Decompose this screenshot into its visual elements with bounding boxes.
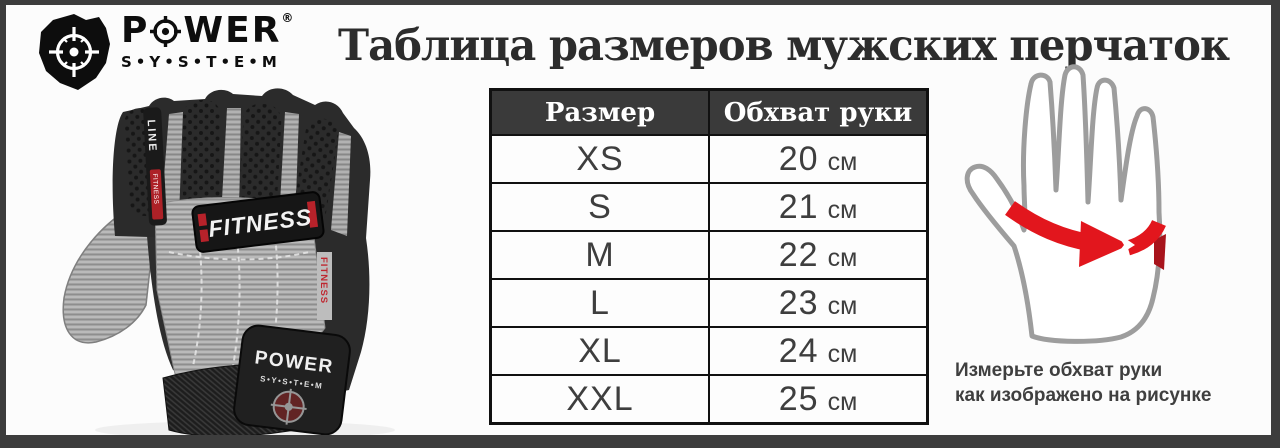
brand-wordmark: P WER ® S•Y•S•T•E•M xyxy=(121,10,296,71)
circumference-column-header: Обхват руки xyxy=(708,88,929,136)
table-row: L 23 см xyxy=(489,278,929,328)
unit: см xyxy=(827,387,858,416)
size-cell: M xyxy=(489,230,710,280)
brand-shield-icon xyxy=(39,14,110,90)
wrist-brand-patch: POWER S•Y•S•T•E•M xyxy=(233,324,351,436)
brand-o-target-icon xyxy=(150,15,182,47)
size-cell: XS xyxy=(489,134,710,184)
brand-logo: P WER ® S•Y•S•T•E•M xyxy=(36,10,296,92)
unit: см xyxy=(827,243,858,272)
circumference-cell: 20 см xyxy=(708,134,929,184)
value: 24 xyxy=(778,331,819,370)
brand-name-p: P xyxy=(121,10,150,51)
table-row: XXL 25 см xyxy=(489,374,929,425)
band-fold xyxy=(1154,234,1166,270)
table-row: XL 24 см xyxy=(489,326,929,376)
unit: см xyxy=(827,195,858,224)
crosshair-center-dot xyxy=(69,47,79,57)
value: 23 xyxy=(778,283,819,322)
table-header-row: Размер Обхват руки xyxy=(489,88,929,136)
circumference-cell: 24 см xyxy=(708,326,929,376)
arrow-notch xyxy=(1114,232,1135,258)
crosshair-target xyxy=(49,27,99,77)
side-tag-label: FITNESS xyxy=(318,257,329,304)
frame-left xyxy=(0,0,6,448)
fitness-patch: FITNESS xyxy=(191,191,325,253)
line-tag: LINE FITNESS xyxy=(143,107,167,226)
measure-band-arrow xyxy=(1005,201,1166,270)
instruction-line-2: как изображено на рисунке xyxy=(955,385,1212,406)
frame-bottom xyxy=(0,435,1280,448)
hand-outline xyxy=(964,64,1163,344)
value: 22 xyxy=(778,235,819,274)
arrowhead-icon xyxy=(1079,221,1129,267)
instruction-line-1: Измерьте обхват руки xyxy=(955,360,1163,381)
circumference-cell: 21 см xyxy=(708,182,929,232)
glove-photo: FITNESS FITNESS LINE FITNESS POWER S•Y•S… xyxy=(62,88,395,439)
unit: см xyxy=(827,339,858,368)
measure-instruction: Измерьте обхват руки как изображено на р… xyxy=(955,358,1265,408)
line-tag-label: LINE xyxy=(145,119,159,153)
page-title: Таблица размеров мужских перчаток xyxy=(338,21,1230,71)
table-row: XS 20 см xyxy=(489,134,929,184)
patch-shield-emblem xyxy=(270,388,307,425)
unit: см xyxy=(827,147,858,176)
value: 20 xyxy=(778,139,819,178)
size-cell: XXL xyxy=(489,374,710,425)
size-table: Размер Обхват руки XS 20 см S 21 см M 22 см… xyxy=(489,88,929,425)
value: 21 xyxy=(778,187,819,226)
line-tag-sub-label: FITNESS xyxy=(151,173,160,204)
circumference-cell: 23 см xyxy=(708,278,929,328)
table-row: M 22 см xyxy=(489,230,929,280)
table-row: S 21 см xyxy=(489,182,929,232)
side-tag xyxy=(317,252,332,320)
size-cell: S xyxy=(489,182,710,232)
frame-right xyxy=(1271,0,1280,448)
circumference-cell: 22 см xyxy=(708,230,929,280)
brand-name-row: P WER ® xyxy=(121,10,296,51)
size-cell: L xyxy=(489,278,710,328)
frame-top xyxy=(0,0,1280,5)
hand-measure-illustration xyxy=(964,64,1166,344)
registered-mark: ® xyxy=(281,11,296,25)
value: 25 xyxy=(778,379,819,418)
unit: см xyxy=(827,291,858,320)
size-column-header: Размер xyxy=(489,88,710,136)
brand-subname: S•Y•S•T•E•M xyxy=(121,53,281,71)
brand-name-wer: WER xyxy=(183,10,282,51)
size-cell: XL xyxy=(489,326,710,376)
circumference-cell: 25 см xyxy=(708,374,929,425)
